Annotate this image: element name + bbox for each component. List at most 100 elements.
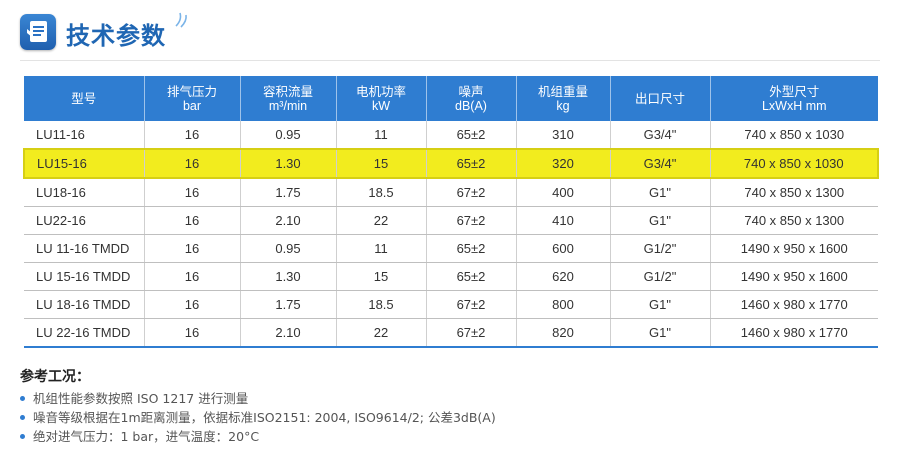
cell-flow: 1.75 xyxy=(240,178,337,207)
table-header-row: 型号 排气压力 bar 容积流量 m³/min 电机功率 kW 噪声 dB(A) 机组重量 kg 出口… xyxy=(24,76,878,121)
cell-power: 18.5 xyxy=(336,290,427,319)
table-row: LU 18-16 TMDD 16 1.75 18.5 67±2 800 G1" 1460 x … xyxy=(24,290,878,319)
spec-sheet-icon xyxy=(20,14,56,50)
cell-noise: 67±2 xyxy=(426,290,517,319)
bullet-icon xyxy=(20,396,25,401)
table-row: LU 15-16 TMDD 16 1.30 15 65±2 620 G1/2" 1490 x … xyxy=(24,262,878,291)
cell-pressure: 16 xyxy=(144,290,241,319)
column-header-label: 机组重量 xyxy=(537,84,588,99)
cell-noise: 67±2 xyxy=(426,206,517,235)
cell-flow: 1.75 xyxy=(240,290,337,319)
page-title: 技术参数 xyxy=(66,22,166,50)
cell-pressure: 16 xyxy=(144,234,241,263)
cell-outlet: G1/2" xyxy=(610,262,711,291)
cell-power: 11 xyxy=(336,121,427,150)
cell-outlet: G3/4" xyxy=(610,121,711,150)
cell-pressure: 16 xyxy=(144,206,241,235)
cell-model: LU18-16 xyxy=(24,178,145,207)
cell-model: LU 22-16 TMDD xyxy=(24,318,145,348)
cell-flow: 2.10 xyxy=(240,318,337,348)
cell-flow: 1.30 xyxy=(240,148,337,179)
cell-pressure: 16 xyxy=(144,318,241,348)
cell-flow: 1.30 xyxy=(240,262,337,291)
column-header-label: 电机功率 xyxy=(355,84,406,99)
cell-model: LU11-16 xyxy=(24,121,145,150)
column-header-model: 型号 xyxy=(24,76,145,121)
column-header-label: 外型尺寸 xyxy=(769,84,820,99)
column-header-unit: kg xyxy=(556,98,570,113)
column-header-pressure: 排气压力 bar xyxy=(144,76,241,121)
cell-power: 18.5 xyxy=(336,178,427,207)
cell-weight: 320 xyxy=(516,148,611,179)
column-header-unit: bar xyxy=(182,98,202,113)
cell-flow: 2.10 xyxy=(240,206,337,235)
cell-model: LU22-16 xyxy=(24,206,145,235)
cell-weight: 600 xyxy=(516,234,611,263)
cell-noise: 67±2 xyxy=(426,178,517,207)
note-text: 机组性能参数按照 ISO 1217 进行测量 xyxy=(33,391,249,406)
note-text: 噪音等级根据在1m距离测量，依据标准ISO2151: 2004, ISO9614… xyxy=(33,410,496,425)
cell-power: 15 xyxy=(336,148,427,179)
cell-weight: 400 xyxy=(516,178,611,207)
column-header-noise: 噪声 dB(A) xyxy=(426,76,517,121)
cell-noise: 67±2 xyxy=(426,318,517,348)
cell-outlet: G1" xyxy=(610,318,711,348)
column-header-label: 排气压力 xyxy=(166,84,217,99)
table-row: LU11-16 16 0.95 11 65±2 310 G3/4" 740 x 850 x 1… xyxy=(24,121,878,150)
signal-decoration-icon xyxy=(175,12,187,28)
cell-outlet: G1" xyxy=(610,206,711,235)
cell-pressure: 16 xyxy=(144,262,241,291)
notes-title: 参考工况： xyxy=(20,369,90,385)
column-header-unit: LxWxH mm xyxy=(761,98,827,113)
cell-weight: 620 xyxy=(516,262,611,291)
cell-power: 22 xyxy=(336,318,427,348)
cell-weight: 410 xyxy=(516,206,611,235)
cell-weight: 800 xyxy=(516,290,611,319)
header-divider xyxy=(20,60,880,61)
bullet-icon xyxy=(20,415,25,420)
column-header-unit: kW xyxy=(371,98,391,113)
column-header-label: 出口尺寸 xyxy=(634,91,685,106)
cell-noise: 65±2 xyxy=(426,121,517,150)
note-item: 噪音等级根据在1m距离测量，依据标准ISO2151: 2004, ISO9614… xyxy=(20,408,496,427)
table-row-highlighted: LU15-16 16 1.30 15 65±2 320 G3/4" 740 x 850 x 1… xyxy=(23,148,879,179)
cell-weight: 820 xyxy=(516,318,611,348)
column-header-weight: 机组重量 kg xyxy=(516,76,611,121)
cell-dimensions: 1490 x 950 x 1600 xyxy=(710,262,878,291)
cell-flow: 0.95 xyxy=(240,234,337,263)
cell-outlet: G1" xyxy=(610,290,711,319)
cell-weight: 310 xyxy=(516,121,611,150)
column-header-flow: 容积流量 m³/min xyxy=(240,76,337,121)
specs-table: 型号 排气压力 bar 容积流量 m³/min 电机功率 kW 噪声 dB(A) 机组重量 kg 出口… xyxy=(23,76,879,348)
cell-model: LU15-16 xyxy=(23,148,145,179)
cell-outlet: G1/2" xyxy=(610,234,711,263)
note-item: 机组性能参数按照 ISO 1217 进行测量 xyxy=(20,389,496,408)
cell-outlet: G3/4" xyxy=(610,148,711,179)
table-row: LU 22-16 TMDD 16 2.10 22 67±2 820 G1" 1460 x 98… xyxy=(24,318,878,348)
column-header-unit: dB(A) xyxy=(455,98,487,113)
cell-dimensions: 1460 x 980 x 1770 xyxy=(710,290,878,319)
cell-power: 22 xyxy=(336,206,427,235)
bullet-icon xyxy=(20,434,25,439)
cell-dimensions: 1460 x 980 x 1770 xyxy=(710,318,878,348)
column-header-label: 容积流量 xyxy=(262,84,313,99)
section-header: 技术参数 xyxy=(20,10,880,54)
column-header-outlet: 出口尺寸 xyxy=(610,76,711,121)
cell-outlet: G1" xyxy=(610,178,711,207)
column-header-unit: m³/min xyxy=(268,98,308,113)
cell-dimensions: 740 x 850 x 1300 xyxy=(710,178,878,207)
cell-dimensions: 740 x 850 x 1030 xyxy=(710,121,878,150)
cell-pressure: 16 xyxy=(144,178,241,207)
cell-noise: 65±2 xyxy=(426,262,517,291)
cell-model: LU 11-16 TMDD xyxy=(24,234,145,263)
table-body: LU11-16 16 0.95 11 65±2 310 G3/4" 740 x 850 x 1… xyxy=(23,121,879,348)
column-header-label: 型号 xyxy=(71,91,97,106)
cell-power: 15 xyxy=(336,262,427,291)
column-header-power: 电机功率 kW xyxy=(336,76,427,121)
column-header-dimensions: 外型尺寸 LxWxH mm xyxy=(710,76,878,121)
cell-noise: 65±2 xyxy=(426,234,517,263)
table-row: LU 11-16 TMDD 16 0.95 11 65±2 600 G1/2" 1490 x … xyxy=(24,234,878,263)
cell-model: LU 18-16 TMDD xyxy=(24,290,145,319)
note-item: 绝对进气压力：1 bar，进气温度：20°C xyxy=(20,427,496,446)
column-header-label: 噪声 xyxy=(458,84,484,99)
